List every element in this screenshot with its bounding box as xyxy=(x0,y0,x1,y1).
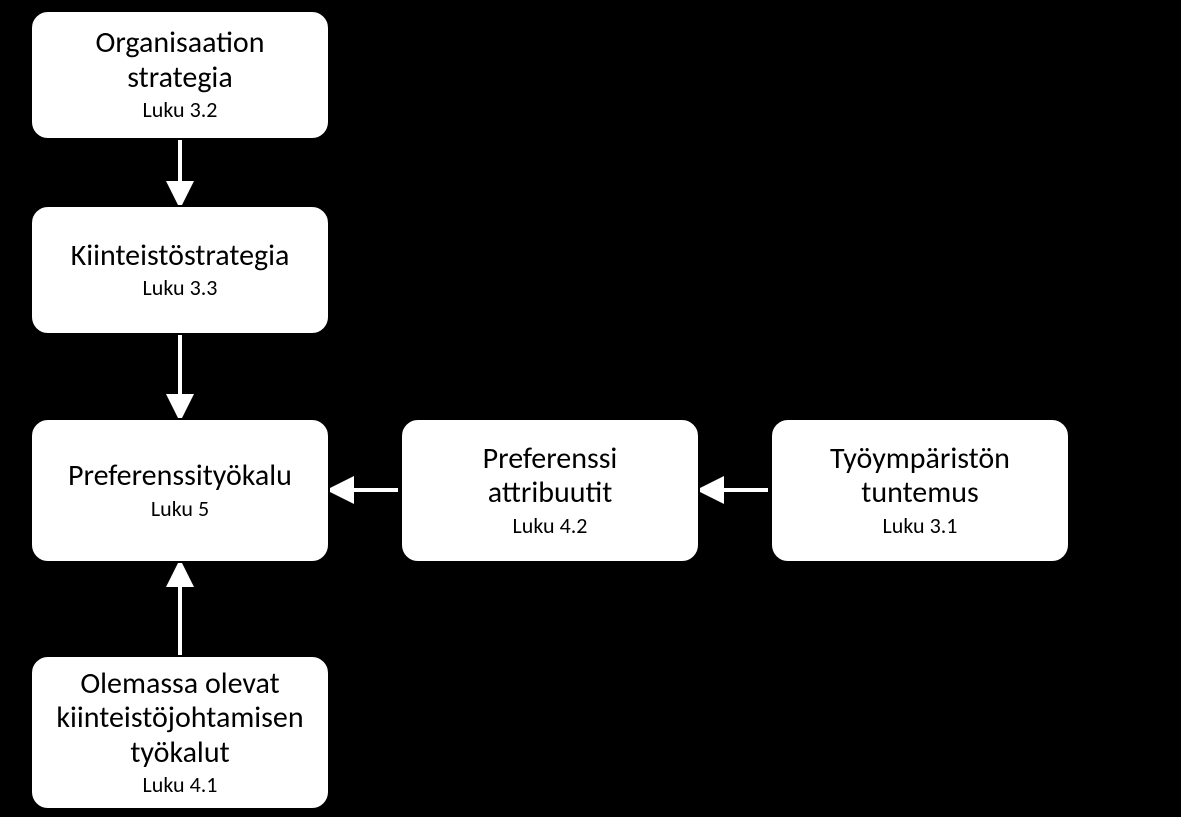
node-title-line: Preferenssi xyxy=(483,440,618,477)
node-org-strategy: Organisaation strategia Luku 3.2 xyxy=(30,10,330,140)
node-title-line: Kiinteistöstrategia xyxy=(71,237,290,274)
node-sub: Luku 3.2 xyxy=(143,97,218,123)
node-title-line: Preferenssityökalu xyxy=(68,457,292,494)
node-title-line: attribuutit xyxy=(488,474,613,511)
node-preferenssityokalu: Preferenssityökalu Luku 5 xyxy=(30,418,330,563)
node-title-line: Työympäristön xyxy=(830,440,1010,477)
flowchart-container: Organisaation strategia Luku 3.2 Kiintei… xyxy=(0,0,1181,817)
node-title-line: työkalut xyxy=(130,734,229,771)
node-olemassa: Olemassa olevat kiinteistöjohtamisen työ… xyxy=(30,655,330,810)
node-sub: Luku 3.1 xyxy=(883,513,958,539)
node-tyoymparisto: Työympäristön tuntemus Luku 3.1 xyxy=(770,418,1070,563)
node-title: Työympäristön tuntemus xyxy=(830,442,1010,511)
node-sub: Luku 5 xyxy=(151,496,209,522)
node-title: Preferenssi attribuutit xyxy=(483,442,618,511)
node-sub: Luku 3.3 xyxy=(143,275,218,301)
node-title-line: tuntemus xyxy=(861,474,978,511)
node-title-line: Organisaation xyxy=(96,24,265,61)
node-title: Organisaation strategia xyxy=(96,26,265,95)
node-sub: Luku 4.1 xyxy=(143,772,218,798)
node-title-line: kiinteistöjohtamisen xyxy=(56,699,303,736)
node-title: Kiinteistöstrategia xyxy=(71,239,290,274)
node-title-line: strategia xyxy=(127,59,232,96)
node-sub: Luku 4.2 xyxy=(513,513,588,539)
node-title: Preferenssityökalu xyxy=(68,459,292,494)
node-kiinteistostrategia: Kiinteistöstrategia Luku 3.3 xyxy=(30,205,330,335)
node-preferenssi-attribuutit: Preferenssi attribuutit Luku 4.2 xyxy=(400,418,700,563)
node-title-line: Olemassa olevat xyxy=(80,665,279,702)
node-title: Olemassa olevat kiinteistöjohtamisen työ… xyxy=(56,667,303,771)
